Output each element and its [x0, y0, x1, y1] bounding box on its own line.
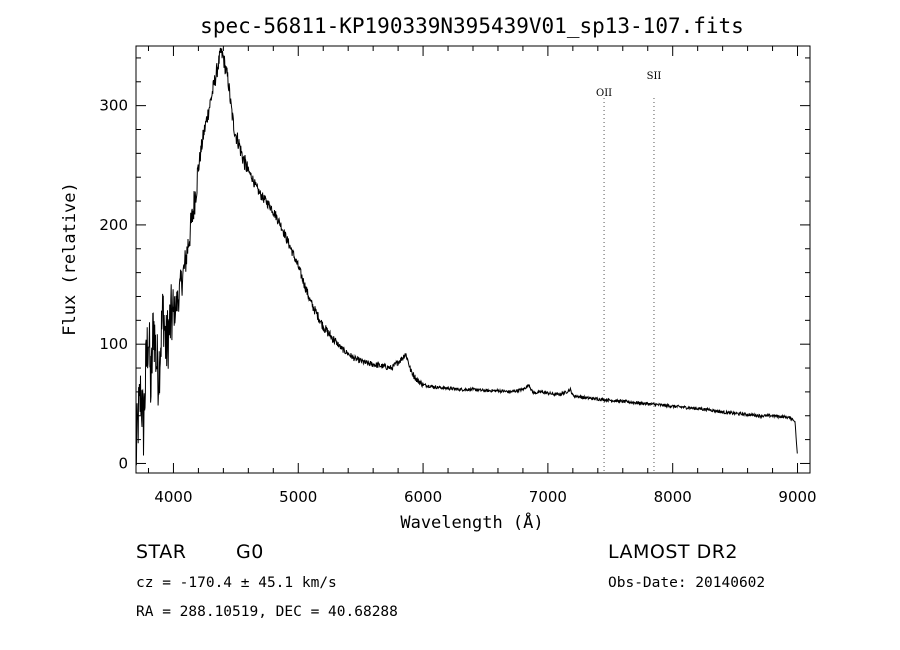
obs-date: Obs-Date: 20140602 — [608, 575, 766, 591]
y-tick-label: 200 — [99, 216, 128, 234]
spectrum-line — [135, 47, 798, 466]
line-annotations: OII SII — [596, 71, 661, 473]
x-tick-label: 8000 — [654, 488, 692, 506]
x-tick-label: 9000 — [778, 488, 816, 506]
object-subclass: G0 — [236, 541, 264, 563]
annotation-label: OII — [596, 88, 612, 99]
chart-title: spec-56811-KP190339N395439V01_sp13-107.f… — [200, 14, 744, 38]
redshift-readout: cz = -170.4 ± 45.1 km/s — [136, 575, 337, 591]
x-axis-label: Wavelength (Å) — [400, 511, 543, 533]
y-tick-label: 300 — [99, 97, 128, 115]
y-tick-label: 0 — [118, 454, 128, 472]
axis-ticks: 4000 5000 6000 7000 8000 9000 0 100 200 300 — [99, 46, 817, 506]
y-tick-label: 100 — [99, 335, 128, 353]
x-tick-label: 5000 — [279, 488, 317, 506]
x-tick-label: 6000 — [404, 488, 442, 506]
coordinates: RA = 288.10519, DEC = 40.68288 — [136, 604, 398, 620]
object-class: STAR — [136, 541, 187, 563]
annotation-label: SII — [647, 71, 662, 82]
y-axis-label: Flux (relative) — [60, 182, 80, 336]
survey-name: LAMOST DR2 — [608, 541, 738, 563]
x-tick-label: 4000 — [154, 488, 192, 506]
x-tick-label: 7000 — [529, 488, 567, 506]
